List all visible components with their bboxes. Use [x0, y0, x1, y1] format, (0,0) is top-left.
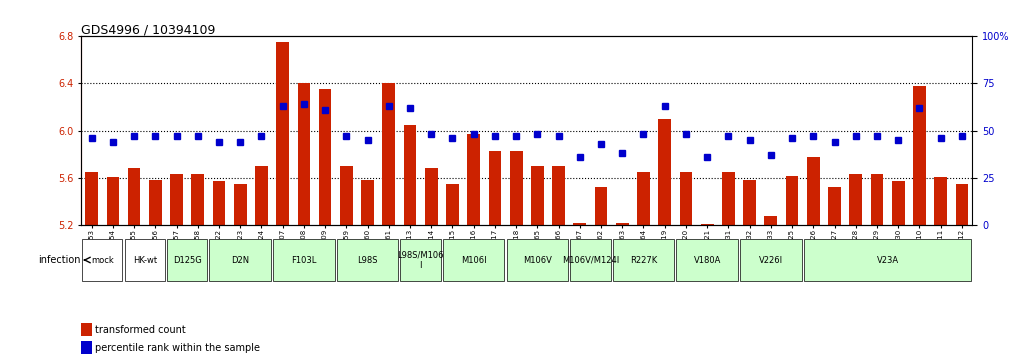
- Bar: [595, 187, 608, 225]
- Text: R227K: R227K: [630, 256, 657, 265]
- Bar: [106, 177, 120, 225]
- Text: GDS4996 / 10394109: GDS4996 / 10394109: [81, 24, 216, 37]
- Text: M106V/M124I: M106V/M124I: [562, 256, 619, 265]
- Text: D2N: D2N: [231, 256, 249, 265]
- Bar: [81, 323, 92, 336]
- FancyBboxPatch shape: [125, 239, 165, 281]
- FancyBboxPatch shape: [613, 239, 675, 281]
- Bar: [340, 166, 353, 225]
- Bar: [765, 216, 777, 225]
- Bar: [488, 151, 501, 225]
- Bar: [807, 157, 820, 225]
- Bar: [680, 172, 692, 225]
- Text: mock: mock: [91, 256, 113, 265]
- Text: D125G: D125G: [173, 256, 202, 265]
- FancyBboxPatch shape: [443, 239, 504, 281]
- Text: L98S/M106
I: L98S/M106 I: [397, 250, 444, 270]
- FancyBboxPatch shape: [167, 239, 208, 281]
- Bar: [829, 187, 841, 225]
- Bar: [319, 89, 331, 225]
- Text: transformed count: transformed count: [95, 325, 186, 335]
- FancyBboxPatch shape: [677, 239, 737, 281]
- Bar: [149, 180, 162, 225]
- Bar: [637, 172, 650, 225]
- Bar: [786, 176, 798, 225]
- FancyBboxPatch shape: [336, 239, 398, 281]
- Bar: [191, 174, 205, 225]
- Bar: [658, 119, 671, 225]
- FancyBboxPatch shape: [274, 239, 334, 281]
- Text: percentile rank within the sample: percentile rank within the sample: [95, 343, 260, 353]
- Bar: [446, 184, 459, 225]
- Bar: [891, 182, 905, 225]
- FancyBboxPatch shape: [741, 239, 801, 281]
- FancyBboxPatch shape: [506, 239, 568, 281]
- Bar: [849, 174, 862, 225]
- Bar: [531, 166, 544, 225]
- Bar: [722, 172, 734, 225]
- Bar: [403, 125, 416, 225]
- Bar: [85, 172, 98, 225]
- Bar: [552, 166, 565, 225]
- Bar: [955, 184, 968, 225]
- Bar: [170, 174, 183, 225]
- Bar: [298, 83, 310, 225]
- Text: L98S: L98S: [358, 256, 378, 265]
- Text: F103L: F103L: [291, 256, 317, 265]
- Text: infection: infection: [38, 255, 81, 265]
- Text: V23A: V23A: [876, 256, 899, 265]
- Bar: [362, 180, 374, 225]
- Bar: [424, 168, 438, 225]
- Bar: [573, 223, 587, 225]
- FancyBboxPatch shape: [570, 239, 611, 281]
- Bar: [213, 182, 225, 225]
- Bar: [234, 184, 246, 225]
- Text: V180A: V180A: [694, 256, 721, 265]
- Bar: [913, 86, 926, 225]
- Text: M106I: M106I: [461, 256, 486, 265]
- FancyBboxPatch shape: [803, 239, 971, 281]
- FancyBboxPatch shape: [400, 239, 441, 281]
- Bar: [616, 223, 629, 225]
- Bar: [383, 83, 395, 225]
- Text: V226I: V226I: [759, 256, 783, 265]
- Bar: [255, 166, 267, 225]
- Text: M106V: M106V: [523, 256, 552, 265]
- Bar: [81, 341, 92, 354]
- Bar: [128, 168, 141, 225]
- Bar: [467, 134, 480, 225]
- Text: HK-wt: HK-wt: [133, 256, 157, 265]
- FancyBboxPatch shape: [210, 239, 271, 281]
- Bar: [870, 174, 883, 225]
- Bar: [744, 180, 756, 225]
- Bar: [510, 151, 523, 225]
- Bar: [701, 224, 713, 225]
- Bar: [934, 177, 947, 225]
- Bar: [277, 42, 289, 225]
- FancyBboxPatch shape: [82, 239, 123, 281]
